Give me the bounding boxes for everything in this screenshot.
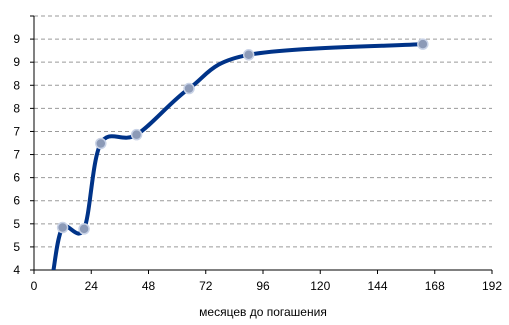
data-point <box>417 38 429 50</box>
y-tick-label: 7 <box>13 124 20 138</box>
tick-labels: 0 24 48 72 96 120 144 168 192 4 5 5 6 6 7 7 8 8 9 9 <box>13 32 502 293</box>
y-tick-label: 9 <box>13 32 20 46</box>
y-tick-label: 4 <box>13 263 20 277</box>
y-tick-label: 8 <box>13 101 20 115</box>
y-tick-label: 9 <box>13 55 20 69</box>
y-tick-label: 6 <box>13 171 20 185</box>
x-tick-label: 168 <box>425 279 445 293</box>
gridlines <box>34 15 492 248</box>
data-point <box>78 223 90 235</box>
x-tick-label: 0 <box>31 279 38 293</box>
data-points <box>56 38 429 235</box>
series-lines <box>51 42 425 270</box>
data-point <box>130 128 143 141</box>
series-line <box>51 42 425 270</box>
x-tick-label: 144 <box>367 279 387 293</box>
x-tick-label: 24 <box>85 279 99 293</box>
axes <box>30 15 493 274</box>
data-point <box>95 137 107 150</box>
y-tick-label: 6 <box>13 194 20 208</box>
y-tick-label: 8 <box>13 78 20 92</box>
x-tick-label: 48 <box>142 279 156 293</box>
x-tick-label: 72 <box>199 279 213 293</box>
y-tick-label: 5 <box>13 217 20 231</box>
y-tick-label: 5 <box>13 240 20 254</box>
x-tick-label: 96 <box>256 279 270 293</box>
data-point <box>183 82 195 95</box>
x-axis-title: месяцев до погашения <box>199 305 327 319</box>
data-point <box>242 49 255 61</box>
x-tick-label: 120 <box>310 279 330 293</box>
y-tick-label: 7 <box>13 148 20 162</box>
x-tick-label: 192 <box>482 279 502 293</box>
data-point <box>56 221 69 234</box>
